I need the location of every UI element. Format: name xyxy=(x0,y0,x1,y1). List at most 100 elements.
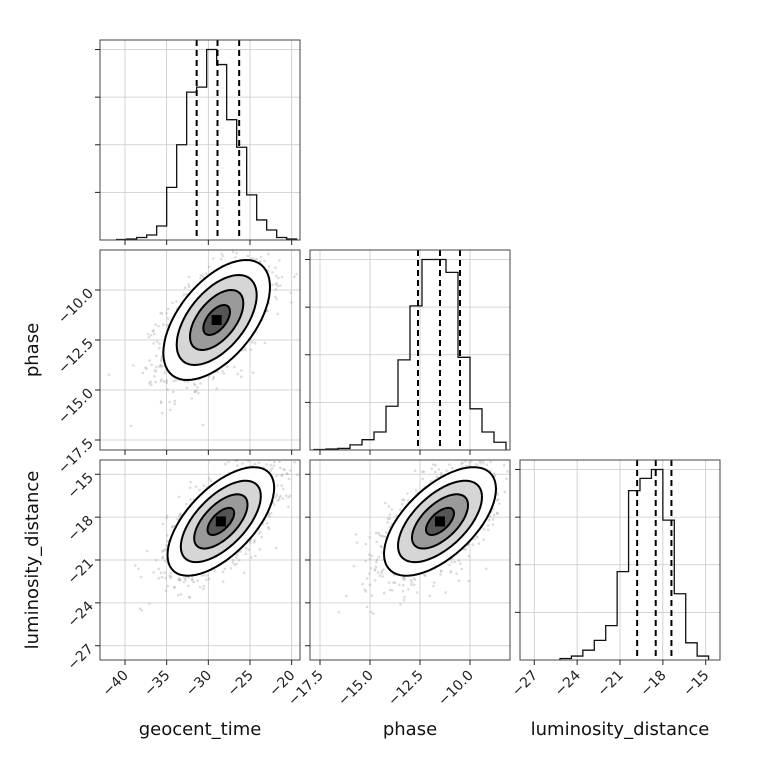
scatter-point xyxy=(296,473,299,477)
scatter-point xyxy=(165,381,168,385)
scatter-point xyxy=(428,594,432,598)
ytick-label: −15 xyxy=(65,470,97,502)
scatter-point xyxy=(434,470,437,474)
scatter-point xyxy=(380,534,383,538)
scatter-point xyxy=(402,598,406,602)
scatter-point xyxy=(477,542,481,545)
scatter-point xyxy=(240,369,243,372)
scatter-point xyxy=(168,408,172,412)
scatter-point xyxy=(491,518,495,521)
scatter-point xyxy=(296,447,299,450)
scatter-point xyxy=(402,584,405,587)
scatter-point xyxy=(163,371,166,375)
scatter-point xyxy=(493,474,497,478)
scatter-point xyxy=(421,477,425,481)
scatter-point xyxy=(206,574,209,577)
scatter-point xyxy=(293,461,297,464)
scatter-point xyxy=(448,463,451,466)
scatter-point xyxy=(300,465,303,468)
scatter-point xyxy=(172,586,176,589)
contour-line xyxy=(162,258,272,382)
scatter-point xyxy=(160,365,164,368)
scatter-point xyxy=(241,462,244,465)
scatter-point xyxy=(275,297,278,301)
scatter-point xyxy=(386,517,390,520)
scatter-point xyxy=(374,531,378,535)
scatter-point xyxy=(388,513,392,516)
xtick-label: −21 xyxy=(595,668,627,700)
scatter-point xyxy=(274,283,278,286)
scatter-point xyxy=(254,554,257,558)
scatter-point xyxy=(164,576,167,580)
scatter-point xyxy=(496,512,500,515)
scatter-point xyxy=(158,365,161,368)
scatter-point xyxy=(374,568,377,571)
scatter-point xyxy=(263,259,266,263)
scatter-point xyxy=(159,401,163,405)
scatter-point xyxy=(159,365,162,368)
scatter-point xyxy=(496,498,500,501)
scatter-point xyxy=(166,307,170,311)
scatter-point xyxy=(380,545,383,549)
scatter-point xyxy=(390,589,394,592)
scatter-point xyxy=(266,309,269,313)
scatter-point xyxy=(410,580,413,584)
scatter-point xyxy=(161,522,165,526)
scatter-point xyxy=(160,358,163,361)
ytick-label: −15.0 xyxy=(55,386,97,428)
scatter-point xyxy=(439,569,443,573)
scatter-point xyxy=(263,341,267,345)
scatter-point xyxy=(201,423,205,427)
scatter-point xyxy=(457,579,461,582)
scatter-point xyxy=(207,375,211,378)
scatter-point xyxy=(403,578,407,581)
scatter-point xyxy=(253,246,256,249)
scatter-point xyxy=(187,595,191,599)
scatter-point xyxy=(263,454,266,457)
scatter-point xyxy=(154,323,157,326)
density-peak xyxy=(435,516,445,527)
scatter-point xyxy=(392,581,395,584)
scatter-point xyxy=(365,605,369,609)
scatter-point xyxy=(166,388,169,391)
xtick-label: −18 xyxy=(637,668,669,700)
scatter-point xyxy=(132,364,135,367)
ytick-label: −27 xyxy=(65,641,97,673)
scatter-point xyxy=(165,516,168,520)
scatter-point xyxy=(178,513,182,517)
scatter-point xyxy=(388,588,392,592)
scatter-point xyxy=(272,447,275,450)
scatter-point xyxy=(177,593,180,597)
scatter-point xyxy=(445,469,448,473)
scatter-point xyxy=(364,590,368,593)
scatter-point xyxy=(449,570,453,573)
scatter-point xyxy=(283,468,287,472)
contour-line xyxy=(193,493,249,550)
scatter-point xyxy=(382,591,386,595)
scatter-point xyxy=(155,340,159,343)
scatter-point xyxy=(384,501,387,505)
scatter-point xyxy=(203,573,206,577)
scatter-point xyxy=(387,505,391,508)
scatter-point xyxy=(460,567,464,571)
scatter-point xyxy=(439,569,443,573)
ytick-label: −17.5 xyxy=(55,436,97,478)
ylabel-phase: phase xyxy=(22,323,43,377)
scatter-point xyxy=(221,370,224,373)
scatter-point xyxy=(380,571,384,575)
scatter-point xyxy=(251,257,254,260)
scatter-point xyxy=(381,551,384,554)
scatter-point xyxy=(165,324,169,327)
scatter-point xyxy=(267,252,270,256)
scatter-point xyxy=(154,370,158,373)
scatter-point xyxy=(256,450,259,453)
scatter-point xyxy=(378,533,381,537)
scatter-point xyxy=(496,493,499,496)
scatter-point xyxy=(276,285,280,288)
scatter-point xyxy=(407,588,410,591)
scatter-point xyxy=(372,612,375,615)
scatter-point xyxy=(155,354,158,358)
scatter-point xyxy=(434,463,437,467)
scatter-point xyxy=(413,469,417,473)
